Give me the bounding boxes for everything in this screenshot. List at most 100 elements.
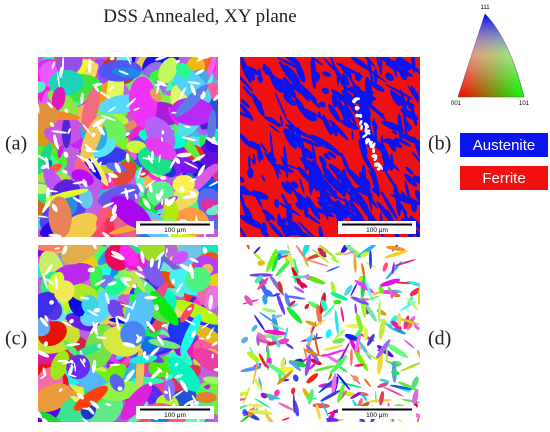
legend-swatch [460, 166, 548, 190]
grain [111, 204, 117, 215]
grain [363, 122, 370, 129]
grain [395, 137, 412, 147]
grain [193, 347, 218, 375]
grain [396, 57, 403, 64]
grain [67, 128, 71, 135]
grain [45, 156, 50, 170]
grain [280, 156, 288, 170]
grain [187, 81, 201, 85]
grain [267, 151, 275, 161]
grain [144, 281, 147, 287]
grain [240, 99, 250, 108]
grain [63, 151, 69, 158]
grain [297, 221, 319, 237]
grain [95, 336, 107, 340]
panel-label: (d) [428, 328, 451, 350]
grain [358, 138, 368, 157]
grain [181, 136, 197, 142]
grain [359, 63, 387, 83]
grain [254, 398, 271, 409]
grain [140, 172, 146, 176]
grain [118, 70, 129, 75]
grain [350, 348, 353, 367]
grain [102, 202, 114, 208]
grain [373, 156, 378, 162]
grain [384, 169, 399, 192]
grain [282, 130, 303, 150]
grain [105, 292, 110, 305]
grain [142, 350, 147, 359]
grain [49, 300, 54, 305]
grain [372, 291, 381, 296]
grain [161, 130, 165, 135]
scale-bar-label: 100 μm [164, 412, 186, 419]
grain [281, 417, 290, 421]
grain [360, 124, 363, 131]
grain [289, 359, 302, 372]
grain [286, 180, 293, 195]
grain [338, 342, 350, 365]
grain [390, 152, 394, 171]
grain [285, 256, 289, 264]
grain [38, 349, 50, 358]
grain [38, 410, 43, 419]
grain [109, 57, 115, 61]
grain [333, 299, 342, 305]
grain [381, 120, 405, 133]
grain [100, 115, 117, 121]
grain [105, 402, 112, 407]
grain [261, 174, 266, 183]
grain [211, 136, 216, 144]
grain [285, 224, 298, 236]
grain [120, 383, 153, 420]
grain [132, 245, 140, 248]
grain [355, 313, 363, 332]
grain [270, 323, 285, 331]
grain [397, 381, 419, 392]
grain [274, 92, 288, 121]
grain [360, 392, 368, 402]
grain [260, 143, 268, 154]
grain [395, 317, 420, 325]
grain [180, 314, 202, 355]
grain [340, 119, 359, 130]
grain [281, 181, 291, 194]
grain [409, 215, 420, 234]
grain [189, 178, 197, 182]
grain [322, 345, 344, 351]
grain [330, 89, 357, 109]
grain [88, 396, 124, 422]
grain [385, 245, 406, 251]
grain [369, 81, 385, 92]
grain [246, 245, 250, 250]
grain [310, 358, 322, 366]
grain [197, 164, 206, 177]
grain [329, 119, 349, 141]
grain [85, 158, 95, 170]
grain [382, 262, 388, 272]
grain [129, 354, 158, 364]
grain [272, 314, 283, 319]
grain [174, 84, 209, 117]
grain [341, 89, 354, 102]
grain [241, 336, 249, 344]
grain [348, 200, 367, 226]
grain [242, 86, 253, 98]
grain [317, 200, 332, 214]
grain [171, 251, 189, 265]
grain [337, 97, 349, 128]
grain [252, 252, 262, 261]
grain [76, 154, 88, 162]
grain [192, 154, 206, 163]
grain [308, 172, 314, 191]
grain [133, 107, 140, 111]
grain [354, 303, 357, 314]
grain [316, 178, 326, 189]
grain [125, 132, 130, 136]
grain [148, 381, 153, 386]
grain [391, 320, 402, 330]
grain [49, 122, 54, 128]
grain [258, 353, 267, 368]
micrograph: 100 μm [38, 57, 218, 237]
grain [207, 311, 213, 314]
